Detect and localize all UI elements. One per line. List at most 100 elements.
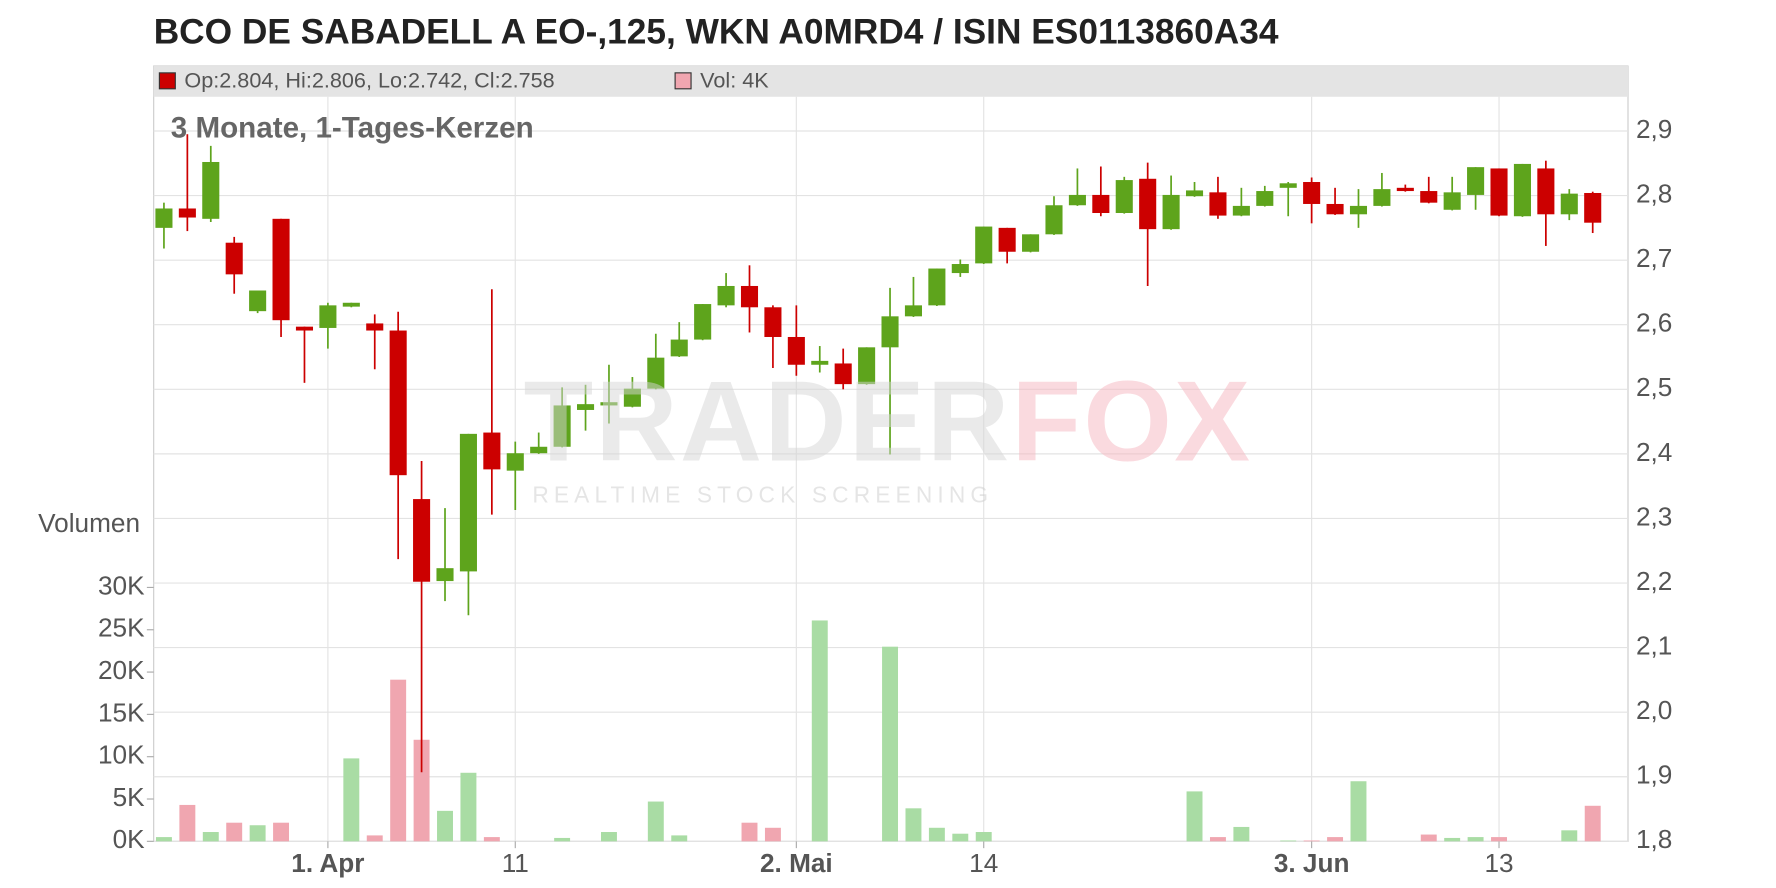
- volume-bar: [811, 620, 828, 842]
- y-tick-label: 2,4: [1636, 437, 1672, 467]
- candle-body: [295, 326, 314, 331]
- volume-bar: [554, 837, 571, 842]
- chart-title: BCO DE SABADELL A EO-,125, WKN A0MRD4 / …: [154, 12, 1279, 51]
- candle-body: [436, 568, 454, 582]
- volume-bar: [1491, 837, 1507, 842]
- x-tick-label: 1. Apr: [291, 848, 364, 878]
- candle-body: [694, 304, 712, 340]
- candle-body: [600, 402, 618, 406]
- volume-bar: [179, 804, 196, 842]
- y-tick-label: 2,8: [1636, 178, 1672, 208]
- candle-body: [1115, 180, 1133, 214]
- volume-bar: [1420, 834, 1437, 842]
- candle-body: [577, 404, 595, 410]
- candle-body: [811, 360, 829, 365]
- candle-body: [1467, 167, 1485, 195]
- candle-body: [459, 433, 477, 572]
- volume-bar: [413, 739, 430, 842]
- volume-bar: [600, 832, 617, 842]
- candle-body: [1209, 192, 1227, 216]
- candle-body: [1303, 182, 1321, 204]
- volume-bar: [1444, 837, 1461, 842]
- candle-body: [1326, 203, 1344, 215]
- candle-body: [366, 323, 384, 331]
- volume-bar: [671, 835, 688, 842]
- candle-body: [834, 363, 852, 385]
- candle-body: [155, 208, 173, 228]
- x-tick-label: 11: [502, 848, 529, 878]
- y2-tick-label: 30K: [98, 570, 145, 600]
- candle-body: [1420, 191, 1438, 203]
- volume-bar: [366, 835, 383, 842]
- candle-body: [1232, 205, 1250, 216]
- candle-body: [1490, 168, 1508, 216]
- candle-body: [553, 405, 571, 447]
- candle-body: [717, 285, 735, 306]
- candle-body: [928, 268, 946, 306]
- legend-bar: [153, 66, 1629, 97]
- candle-body: [881, 316, 899, 348]
- volume-bar: [249, 825, 266, 842]
- candle-body: [740, 285, 759, 308]
- volume-bar: [975, 832, 992, 842]
- volume-bar: [1327, 837, 1344, 842]
- x-tick-label: 14: [969, 848, 998, 878]
- candle-body: [1045, 205, 1063, 235]
- candle-body: [389, 330, 407, 476]
- x-tick-label: 2. Mai: [760, 848, 833, 878]
- volume-bar: [1186, 791, 1203, 842]
- y2-tick-label: 20K: [98, 655, 145, 685]
- candle-body: [904, 305, 922, 317]
- y-tick-label: 1,9: [1636, 760, 1672, 790]
- volume-bar: [202, 832, 219, 842]
- y2-tick-label: 10K: [98, 740, 145, 770]
- watermark-right: FOX: [1012, 358, 1253, 485]
- y2-tick-label: 0K: [113, 824, 146, 854]
- candle-body: [272, 218, 290, 321]
- candle-body: [1373, 189, 1391, 206]
- volume-bar: [647, 801, 664, 842]
- volume-bar: [460, 772, 477, 842]
- watermark-brand: TRADERFOX: [524, 358, 1253, 485]
- candle-body: [764, 307, 782, 337]
- y-tick-label: 2,9: [1636, 114, 1672, 144]
- candle-body: [178, 208, 196, 218]
- candle-body: [506, 453, 524, 471]
- y-tick-label: 2,5: [1636, 372, 1672, 402]
- volume-bar: [1280, 840, 1297, 842]
- volume-bar: [483, 837, 500, 842]
- candle-body: [1560, 193, 1578, 215]
- candle-body: [1256, 191, 1274, 206]
- volume-bar: [273, 822, 290, 842]
- candle-body: [1443, 192, 1461, 210]
- candle-body: [787, 336, 805, 365]
- y2-tick-label: 25K: [98, 613, 145, 643]
- y2-tick-label: 15K: [98, 697, 145, 727]
- candle-body: [951, 264, 969, 274]
- y-tick-label: 2,3: [1636, 501, 1672, 531]
- candle-body: [998, 227, 1016, 252]
- candle-body: [1279, 183, 1297, 188]
- candle-body: [483, 432, 501, 470]
- candle-body: [623, 388, 641, 407]
- watermark: TRADERFOX REALTIME STOCK SCREENING: [524, 358, 1253, 507]
- candle-body: [1584, 192, 1602, 223]
- candle-body: [1396, 187, 1414, 192]
- volume-bar: [741, 822, 758, 842]
- volume-bar: [343, 758, 360, 842]
- candle-body: [1162, 194, 1180, 230]
- volume-bar: [905, 808, 922, 842]
- volume-bar: [1209, 837, 1226, 842]
- candle-body: [249, 290, 267, 312]
- volume-bar: [1303, 840, 1320, 842]
- y2-tick-label: 5K: [113, 782, 146, 812]
- candle-body: [858, 347, 876, 385]
- volume-bar: [1350, 781, 1367, 842]
- volume-bar: [928, 827, 945, 842]
- candle-body: [202, 161, 220, 219]
- y-tick-label: 2,0: [1636, 695, 1672, 725]
- volume-bar: [437, 810, 453, 842]
- x-tick-label: 3. Jun: [1274, 848, 1350, 878]
- candle-body: [670, 339, 688, 357]
